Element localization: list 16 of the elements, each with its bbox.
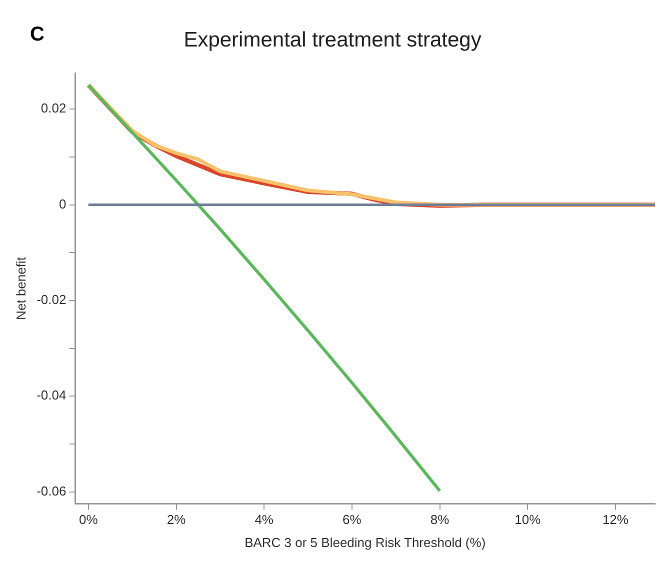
chart-title: Experimental treatment strategy bbox=[184, 28, 482, 52]
x-tick-label: 12% bbox=[602, 512, 629, 528]
y-tick-label: -0.02 bbox=[36, 292, 66, 308]
y-tick-label: 0 bbox=[58, 196, 66, 212]
y-tick-label: -0.06 bbox=[36, 483, 66, 498]
x-tick-label: 10% bbox=[514, 512, 542, 528]
text: C bbox=[30, 24, 44, 46]
x-tick-label: 6% bbox=[342, 512, 362, 528]
y-tick-label: 0.02 bbox=[40, 100, 66, 116]
y-axis-title: Net benefit bbox=[13, 256, 28, 320]
y-tick-label: -0.04 bbox=[36, 388, 66, 403]
x-tick-label: 2% bbox=[166, 512, 186, 528]
x-tick-label: 0% bbox=[79, 512, 98, 528]
x-tick-label: 4% bbox=[254, 512, 274, 528]
x-axis-title: BARC 3 or 5 Bleeding Risk Threshold (%) bbox=[244, 534, 486, 550]
x-tick-label: 8% bbox=[430, 512, 450, 528]
